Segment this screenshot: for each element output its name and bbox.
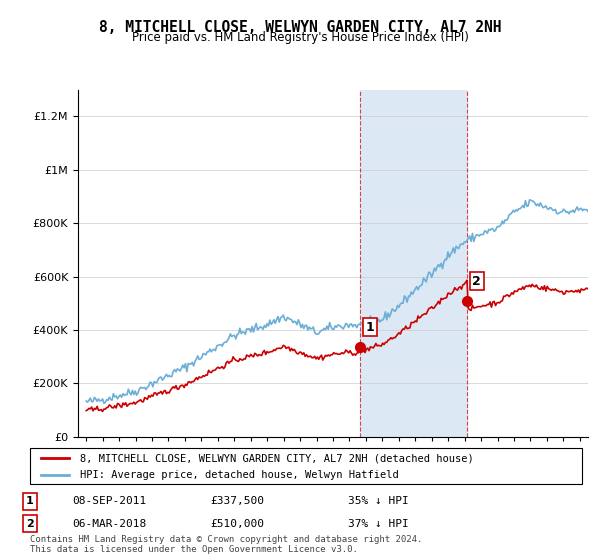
Text: £337,500: £337,500 [210,496,264,506]
Text: Price paid vs. HM Land Registry's House Price Index (HPI): Price paid vs. HM Land Registry's House … [131,31,469,44]
Text: 8, MITCHELL CLOSE, WELWYN GARDEN CITY, AL7 2NH (detached house): 8, MITCHELL CLOSE, WELWYN GARDEN CITY, A… [80,453,473,463]
Text: 06-MAR-2018: 06-MAR-2018 [72,519,146,529]
FancyBboxPatch shape [30,448,582,484]
Text: 37% ↓ HPI: 37% ↓ HPI [348,519,409,529]
Text: £510,000: £510,000 [210,519,264,529]
Text: 2: 2 [26,519,34,529]
Text: Contains HM Land Registry data © Crown copyright and database right 2024.
This d: Contains HM Land Registry data © Crown c… [30,535,422,554]
Text: 08-SEP-2011: 08-SEP-2011 [72,496,146,506]
Text: 8, MITCHELL CLOSE, WELWYN GARDEN CITY, AL7 2NH: 8, MITCHELL CLOSE, WELWYN GARDEN CITY, A… [99,20,501,35]
Text: 1: 1 [365,321,374,334]
Bar [361,90,467,437]
Text: HPI: Average price, detached house, Welwyn Hatfield: HPI: Average price, detached house, Welw… [80,470,398,480]
Text: 1: 1 [26,496,34,506]
Text: 35% ↓ HPI: 35% ↓ HPI [348,496,409,506]
Text: 2: 2 [472,274,481,288]
